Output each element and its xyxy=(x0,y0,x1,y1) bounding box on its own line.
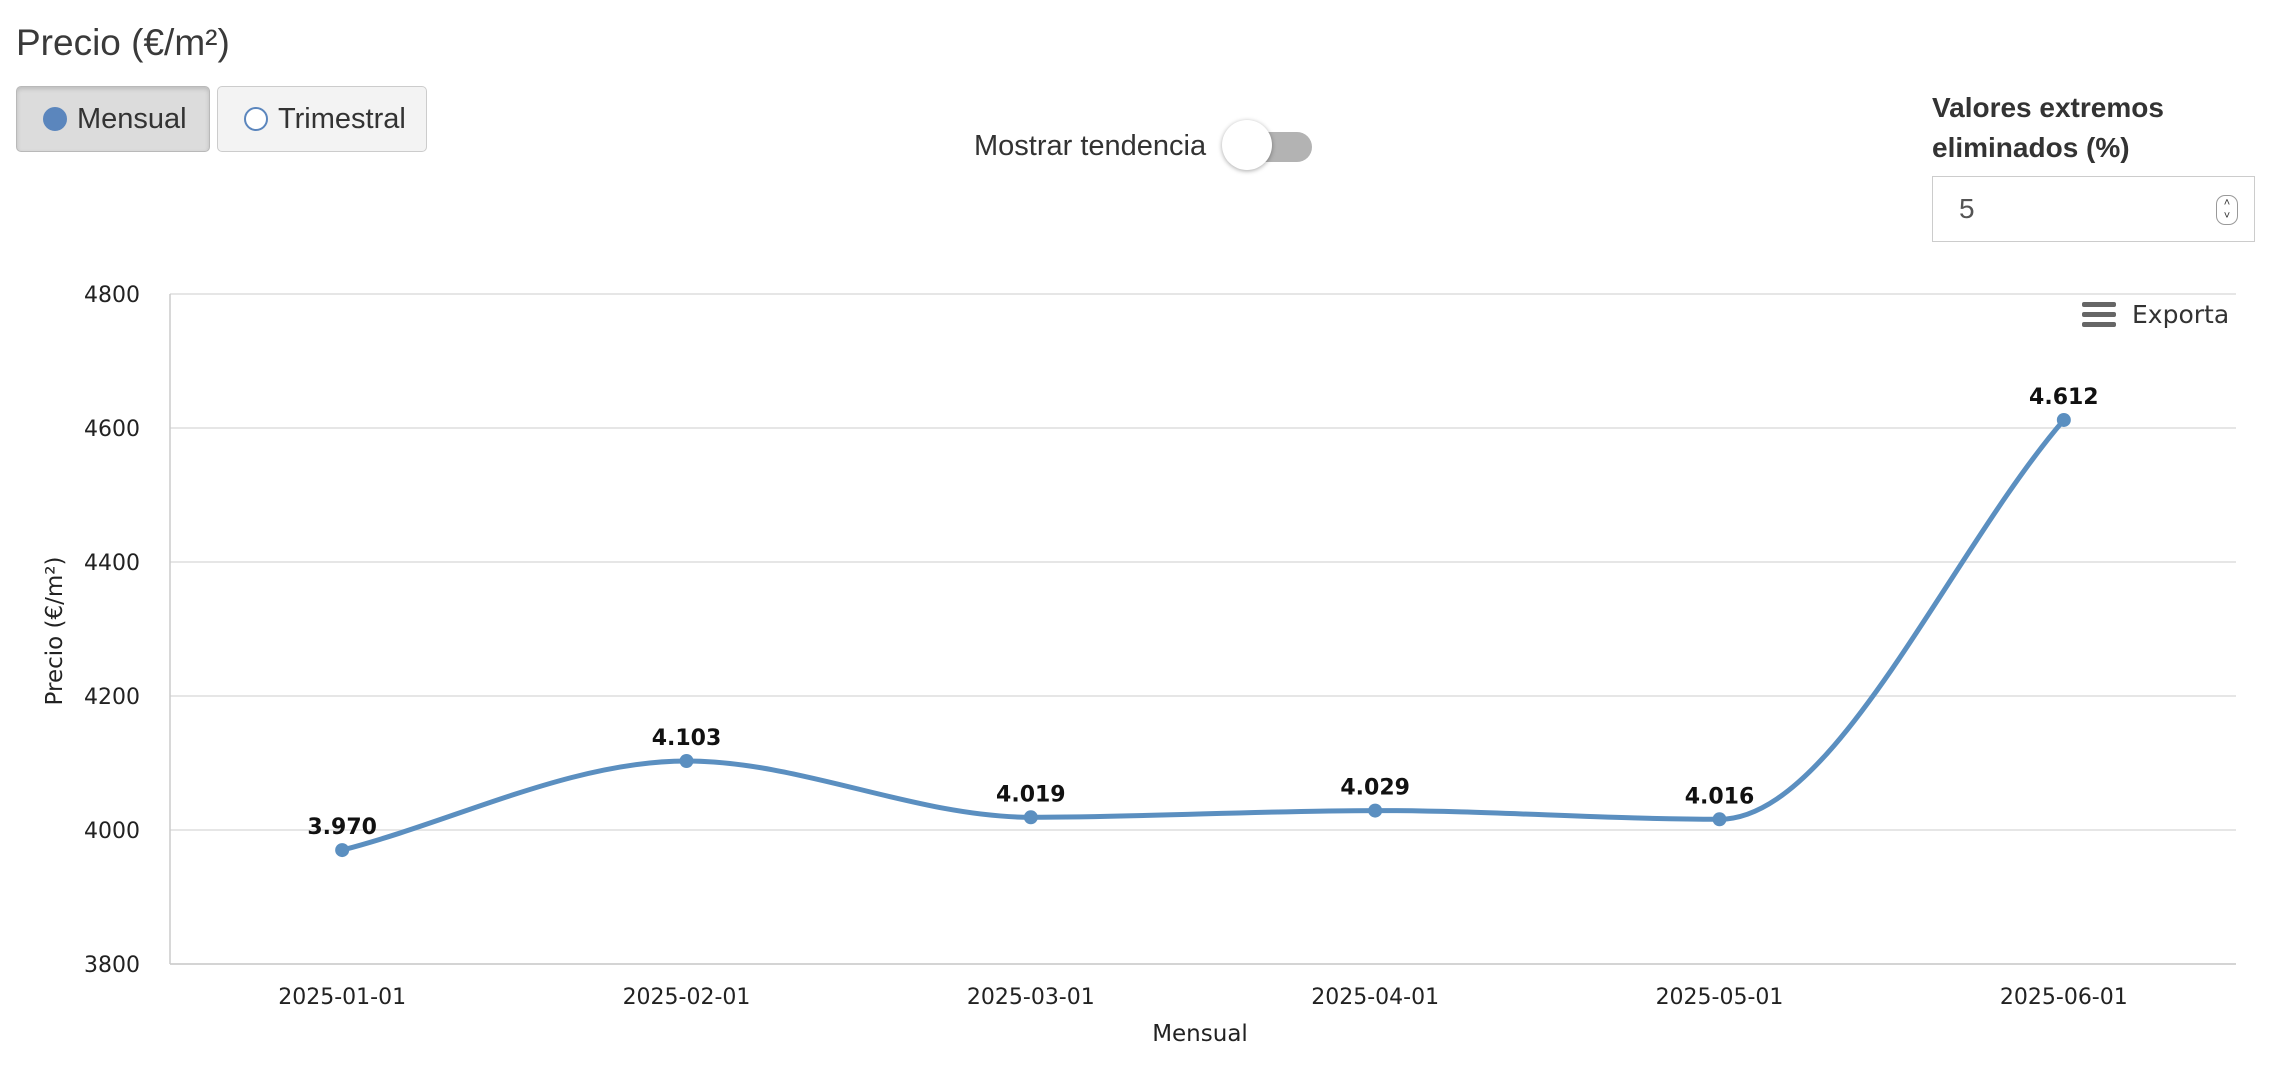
x-tick-label: 2025-01-01 xyxy=(278,985,406,1010)
trend-toggle-switch[interactable] xyxy=(1222,120,1312,170)
x-tick-label: 2025-06-01 xyxy=(2000,985,2128,1010)
x-tick-label: 2025-02-01 xyxy=(623,985,751,1010)
frequency-option-trimestral[interactable]: Trimestral xyxy=(217,86,427,152)
x-tick-label: 2025-04-01 xyxy=(1311,985,1439,1010)
data-label: 4.019 xyxy=(996,782,1066,807)
data-point xyxy=(2056,412,2071,427)
data-label: 4.029 xyxy=(1340,776,1410,801)
data-point xyxy=(1368,803,1383,818)
trend-toggle-label: Mostrar tendencia xyxy=(974,130,1207,162)
extremes-input-value: 5 xyxy=(1959,193,1975,224)
export-label: Exporta xyxy=(2132,300,2230,329)
x-tick-label: 2025-03-01 xyxy=(967,985,1095,1010)
toggle-knob xyxy=(1222,120,1272,170)
data-label: 3.970 xyxy=(307,815,377,840)
y-axis-title: Precio (€/m²) xyxy=(42,557,68,706)
data-point xyxy=(679,753,694,768)
y-tick-label: 4600 xyxy=(84,417,140,442)
page-title: Precio (€/m²) xyxy=(16,22,230,63)
y-tick-label: 4400 xyxy=(84,551,140,576)
radio-unselected-icon xyxy=(244,107,268,131)
data-label: 4.016 xyxy=(1685,784,1755,809)
extremes-number-input[interactable]: 5 ˄ ˅ xyxy=(1932,176,2255,242)
data-label: 4.103 xyxy=(652,726,722,751)
data-point xyxy=(1712,812,1727,827)
x-axis-title: Mensual xyxy=(1152,1021,1248,1047)
hamburger-menu-icon xyxy=(2082,301,2116,328)
series-line xyxy=(341,418,2066,853)
y-tick-label: 4000 xyxy=(84,819,140,844)
spinner-icon[interactable]: ˄ ˅ xyxy=(2216,195,2238,225)
y-tick-label: 4200 xyxy=(84,685,140,710)
data-label: 4.612 xyxy=(2029,385,2099,410)
data-point xyxy=(335,843,350,858)
export-menu-button[interactable]: Exporta xyxy=(2082,300,2229,329)
x-tick-label: 2025-05-01 xyxy=(1656,985,1784,1010)
radio-selected-icon xyxy=(43,107,67,131)
frequency-option-mensual[interactable]: Mensual xyxy=(16,86,210,152)
extremes-label: Valores extremos eliminados (%) xyxy=(1932,92,2164,163)
y-tick-label: 3800 xyxy=(84,953,140,978)
frequency-option-mensual-label: Mensual xyxy=(77,102,187,135)
y-tick-label: 4800 xyxy=(84,283,140,308)
frequency-option-trimestral-label: Trimestral xyxy=(278,102,406,135)
data-point xyxy=(1023,810,1038,825)
